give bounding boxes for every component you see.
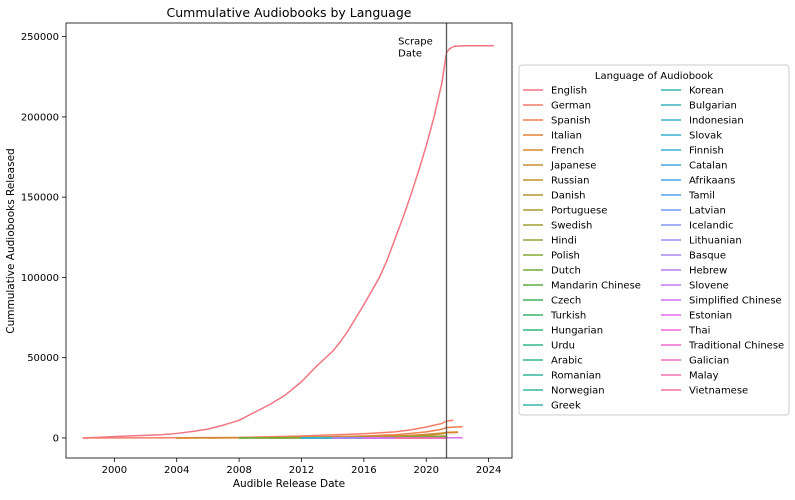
y-tick-label: 0 [53, 433, 59, 444]
x-tick-label: 2020 [414, 465, 439, 476]
legend-label: Mandarin Chinese [551, 281, 641, 292]
legend-title: Language of Audiobook [595, 71, 713, 82]
legend-label: Bulgarian [689, 101, 737, 112]
x-tick-label: 2008 [226, 465, 251, 476]
legend-label: Tamil [688, 191, 715, 202]
legend-label: Italian [551, 131, 582, 142]
legend-label: Galician [689, 356, 729, 367]
legend-label: Portuguese [551, 206, 607, 217]
legend-label: Japanese [550, 161, 596, 172]
scrape-date-label-line: Date [398, 49, 422, 60]
legend-label: Spanish [551, 116, 591, 127]
legend-label: Traditional Chinese [688, 341, 784, 352]
legend-label: Vietnamese [689, 386, 748, 397]
x-axis: 2000 2004 2008 2012 2016 2020 2024 [102, 458, 502, 476]
legend-label: Greek [551, 401, 581, 412]
legend-label: Malay [689, 371, 719, 382]
x-axis-label: Audible Release Date [233, 478, 345, 490]
legend-label: Korean [689, 86, 724, 97]
y-tick-label: 50000 [27, 353, 59, 364]
legend-label: Slovak [689, 131, 722, 142]
chart-title: Cummulative Audiobooks by Language [167, 5, 412, 20]
legend-label: Lithuanian [689, 236, 742, 247]
legend-label: Catalan [689, 161, 727, 172]
y-tick-label: 100000 [21, 273, 59, 284]
y-tick-label: 250000 [21, 32, 59, 43]
legend-label: Urdu [551, 341, 575, 352]
legend-label: Hebrew [689, 266, 727, 277]
legend-label: Russian [551, 176, 590, 187]
legend-label: Czech [551, 296, 581, 307]
legend-label: Danish [551, 191, 586, 202]
y-tick-label: 150000 [21, 193, 59, 204]
y-axis-label: Cummulative Audiobooks Released [5, 148, 17, 333]
legend-label: Turkish [550, 311, 586, 322]
series-layer [83, 46, 493, 438]
legend-label: Basque [689, 251, 726, 262]
legend-label: Thai [688, 326, 710, 337]
x-tick-label: 2004 [164, 465, 189, 476]
legend-label: Finnish [689, 146, 724, 157]
legend-label: Romanian [551, 371, 601, 382]
x-tick-label: 2024 [476, 465, 501, 476]
legend-label: German [551, 101, 591, 112]
y-axis: 0 50000 100000 150000 200000 250000 [21, 32, 66, 444]
series-line-english [83, 46, 493, 438]
legend-label: Norwegian [551, 386, 605, 397]
legend-label: Arabic [551, 356, 583, 367]
legend-label: Latvian [689, 206, 726, 217]
legend-label: English [551, 86, 587, 97]
legend-label: Swedish [551, 221, 592, 232]
y-tick-label: 200000 [21, 112, 59, 123]
legend-label: Hindi [551, 236, 577, 247]
legend: Language of Audiobook English German Spani… [519, 65, 789, 415]
legend-label: Icelandic [689, 221, 733, 232]
x-tick-label: 2000 [102, 465, 127, 476]
legend-label: Polish [551, 251, 580, 262]
x-tick-label: 2016 [351, 465, 376, 476]
legend-label: Hungarian [551, 326, 603, 337]
legend-label: French [551, 146, 584, 157]
x-tick-label: 2012 [289, 465, 314, 476]
legend-label: Indonesian [689, 116, 744, 127]
legend-label: Simplified Chinese [689, 296, 782, 307]
legend-label: Slovene [689, 281, 729, 292]
legend-label: Estonian [689, 311, 732, 322]
legend-label: Afrikaans [689, 176, 735, 187]
legend-label: Dutch [551, 266, 581, 277]
scrape-date-label-line: Scrape [398, 37, 433, 48]
